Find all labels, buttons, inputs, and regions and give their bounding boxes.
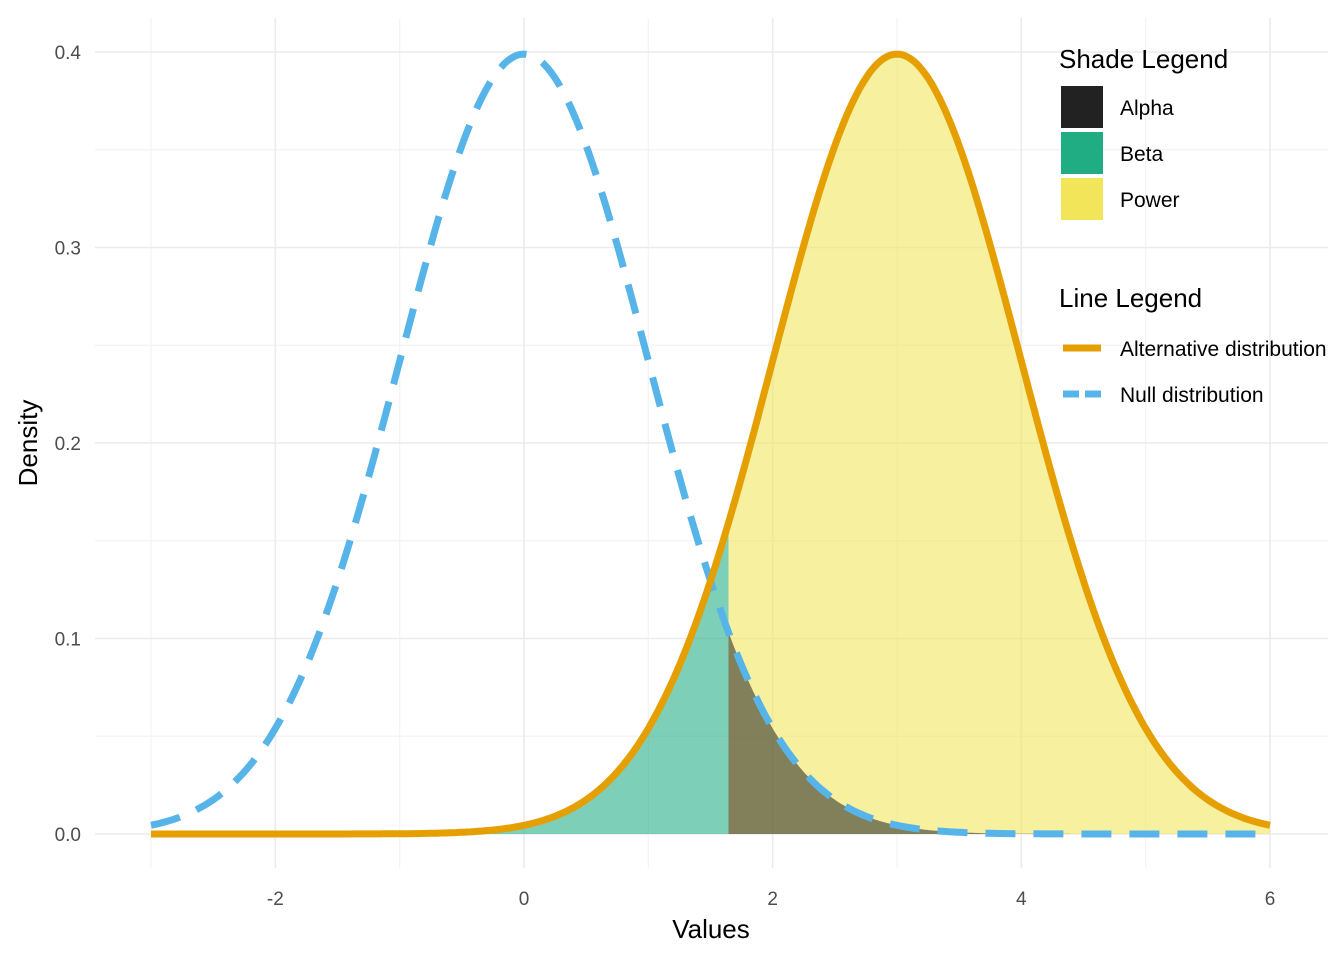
- y-tick-label: 0.0: [55, 825, 81, 846]
- power-area: [728, 54, 1270, 835]
- y-tick-label: 0.1: [55, 630, 81, 651]
- x-tick-label: 2: [767, 889, 778, 910]
- line-legend-label-null: Null distribution: [1120, 384, 1264, 407]
- shade-legend-key-power: [1061, 178, 1103, 220]
- line-legend-label-alternative: Alternative distribution: [1120, 338, 1327, 361]
- x-tick-label: -2: [267, 889, 284, 910]
- y-tick-label: 0.3: [55, 239, 81, 260]
- alpha-area: [728, 632, 1270, 834]
- shaded-regions: [151, 54, 1270, 835]
- beta-area: [151, 522, 729, 834]
- y-tick-label: 0.2: [55, 434, 81, 455]
- x-axis-title: Values: [672, 914, 750, 944]
- x-tick-label: 6: [1265, 889, 1276, 910]
- distribution-lines: [150, 50, 1271, 838]
- tick-labels: -2 0 2 4 6 0.0 0.1 0.2 0.3 0.4: [55, 43, 1276, 910]
- shade-legend-key-beta: [1061, 132, 1103, 174]
- x-tick-label: 0: [519, 889, 530, 910]
- legend: Shade Legend Line Legend Alpha Beta Power A…: [1059, 44, 1327, 407]
- y-tick-label: 0.4: [55, 43, 82, 64]
- shade-legend-label-alpha: Alpha: [1120, 97, 1174, 120]
- shade-legend-key-alpha: [1061, 86, 1103, 128]
- shade-legend-label-beta: Beta: [1120, 143, 1164, 166]
- x-tick-label: 4: [1016, 889, 1027, 910]
- line-legend-title: Line Legend: [1059, 283, 1202, 313]
- shade-legend-title: Shade Legend: [1059, 44, 1228, 74]
- y-axis-title: Density: [13, 400, 43, 487]
- alternative-distribution-line: [150, 50, 1271, 838]
- shade-legend-label-power: Power: [1120, 189, 1180, 212]
